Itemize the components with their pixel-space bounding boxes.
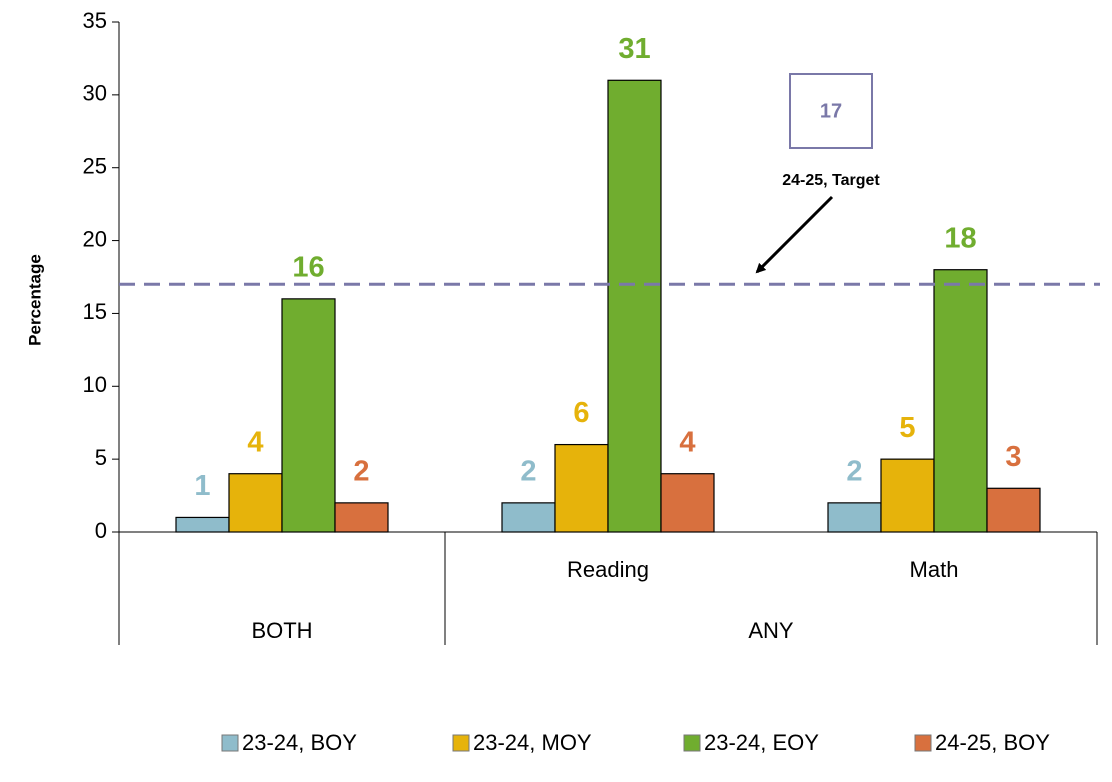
- legend-swatch: [683, 734, 701, 752]
- data-label: 6: [573, 397, 589, 429]
- data-label: 3: [1005, 441, 1021, 473]
- data-label: 4: [679, 426, 695, 458]
- data-label: 16: [292, 252, 324, 284]
- target-box: [789, 73, 873, 149]
- legend-label: 23-24, MOY: [473, 730, 592, 755]
- bar: [281, 298, 336, 533]
- data-label: 18: [944, 222, 976, 254]
- bar: [228, 473, 283, 533]
- group-label: BOTH: [251, 618, 312, 643]
- bar: [880, 458, 935, 533]
- legend-swatch: [221, 734, 239, 752]
- target-value: 17: [820, 100, 842, 122]
- y-tick-label: 15: [83, 299, 107, 324]
- target-arrow: [755, 195, 834, 274]
- y-tick-label: 30: [83, 81, 107, 106]
- data-label: 5: [899, 412, 915, 444]
- bar: [827, 502, 882, 533]
- y-tick-label: 25: [83, 154, 107, 179]
- legend-swatch: [452, 734, 470, 752]
- y-tick-label: 0: [95, 518, 107, 543]
- data-label: 2: [520, 456, 536, 488]
- data-label: 1: [194, 470, 210, 502]
- data-label: 2: [353, 456, 369, 488]
- group-label: ANY: [748, 618, 794, 643]
- y-tick-label: 5: [95, 445, 107, 470]
- bar: [933, 269, 988, 533]
- legend-label: 23-24, BOY: [242, 730, 357, 755]
- legend-swatch: [914, 734, 932, 752]
- target-label: 24-25, Target: [782, 172, 880, 189]
- legend-label: 23-24, EOY: [704, 730, 819, 755]
- data-label: 31: [618, 33, 650, 65]
- y-tick-label: 20: [83, 226, 107, 251]
- x-tick-label: Math: [910, 557, 959, 582]
- x-tick-label: Reading: [567, 557, 649, 582]
- bar: [175, 516, 230, 533]
- bar: [607, 79, 662, 533]
- data-label: 2: [846, 456, 862, 488]
- bar: [660, 473, 715, 533]
- bar: [986, 487, 1041, 533]
- legend-label: 24-25, BOY: [935, 730, 1050, 755]
- data-label: 4: [247, 426, 263, 458]
- y-tick-label: 35: [83, 8, 107, 33]
- bar: [501, 502, 556, 533]
- bar: [334, 502, 389, 533]
- y-axis-label: Percentage: [25, 254, 44, 346]
- y-tick-label: 10: [83, 372, 107, 397]
- bar: [554, 443, 609, 533]
